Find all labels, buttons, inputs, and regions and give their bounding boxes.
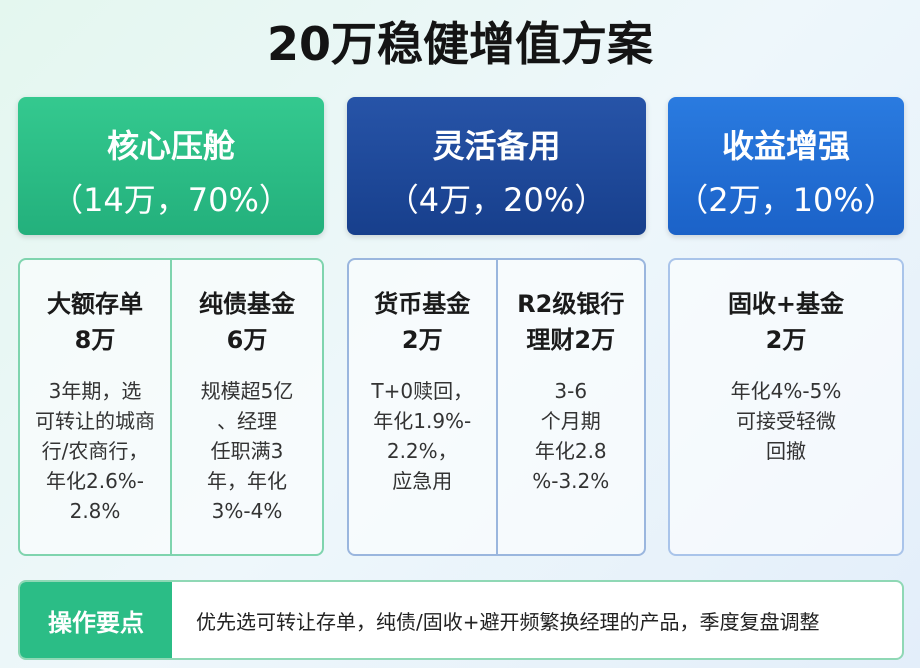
desc-line: 可接受轻微 — [736, 409, 836, 433]
desc-line: 任职满3 — [210, 439, 284, 463]
heading-line: R2级银行 — [517, 290, 625, 318]
heading-line: 理财2万 — [526, 326, 616, 354]
item: R2级银行理财2万 3-6 个月期年化2.8 %-3.2% — [495, 260, 645, 554]
desc-line: 3%-4% — [211, 499, 283, 523]
item-desc: 规模超5亿、经理任职满3 年，年化 3%-4% — [172, 376, 322, 526]
item: 大额存单 8万 3年期，选可转让的城商 行/农商行， 年化2.6%- 2.8% — [20, 260, 170, 554]
desc-line: 回撤 — [766, 439, 806, 463]
item-desc: T+0赎回， 年化1.9%- 2.2%， 应急用 — [349, 376, 496, 496]
heading-line: 大额存单 — [47, 290, 143, 318]
heading-line: 货币基金 — [374, 290, 471, 318]
heading-line: 2万 — [401, 326, 443, 354]
group-name: 收益增强 — [721, 127, 850, 165]
desc-line: 2.8% — [69, 499, 121, 523]
group-header: 核心压舱 （14万，70%） — [18, 97, 324, 235]
group-header: 灵活备用 （4万，20%） — [347, 97, 646, 235]
group-share: （14万，70%） — [51, 181, 291, 219]
desc-line: 年化1.9%- — [373, 409, 472, 433]
group-name: 核心压舱 — [106, 127, 235, 165]
desc-line: %-3.2% — [532, 469, 610, 493]
item-desc: 3-6 个月期年化2.8 %-3.2% — [498, 376, 645, 496]
item: 纯债基金 6万规模超5亿、经理任职满3 年，年化 3%-4% — [170, 260, 322, 554]
desc-line: 可转让的城商 — [35, 409, 155, 433]
group-name: 灵活备用 — [432, 127, 561, 165]
desc-line: 规模超5亿 — [200, 379, 294, 403]
desc-line: 年化2.8 — [534, 439, 607, 463]
item-heading: 固收+基金 2万 — [670, 286, 902, 358]
tips-bar: 操作要点 优先选可转让存单，纯债/固收+避开频繁换经理的产品，季度复盘调整 — [18, 580, 904, 660]
desc-line: 年化4%-5% — [730, 379, 842, 403]
desc-line: 年，年化 — [207, 469, 287, 493]
heading-line: 固收+基金 — [727, 290, 845, 318]
item-heading: 货币基金 2万 — [349, 286, 496, 358]
group-detail: 大额存单 8万 3年期，选可转让的城商 行/农商行， 年化2.6%- 2.8% 纯债基金 6万… — [18, 258, 324, 556]
title: 20万稳健增值方案 — [266, 17, 653, 71]
heading-line: 6万 — [226, 326, 268, 354]
item-heading: 大额存单 8万 — [20, 286, 170, 358]
desc-line: 年化2.6%- — [45, 469, 145, 493]
desc-line: 应急用 — [392, 469, 453, 493]
item-heading: R2级银行理财2万 — [498, 286, 645, 358]
desc-line: 3-6 — [554, 379, 588, 403]
group-header: 收益增强 （2万，10%） — [668, 97, 904, 235]
desc-line: 行/农商行， — [41, 439, 149, 463]
desc-line: T+0赎回， — [371, 379, 474, 403]
item-desc: 3年期，选可转让的城商 行/农商行， 年化2.6%- 2.8% — [20, 376, 170, 526]
item: 货币基金 2万 T+0赎回， 年化1.9%- 2.2%， 应急用 — [349, 260, 496, 554]
group-share: （2万，10%） — [676, 181, 896, 219]
item-desc: 年化4%-5% 可接受轻微回撤 — [670, 376, 902, 466]
desc-line: 3年期，选 — [48, 379, 142, 403]
group-detail: 固收+基金 2万年化4%-5% 可接受轻微回撤 — [668, 258, 904, 556]
heading-line: 8万 — [74, 326, 116, 354]
heading-line: 2万 — [765, 326, 807, 354]
group-share: （4万，20%） — [386, 181, 607, 219]
tips-text: 优先选可转让存单，纯债/固收+避开频繁换经理的产品，季度复盘调整 — [196, 609, 820, 634]
item-heading: 纯债基金 6万 — [172, 286, 322, 358]
group-detail: 货币基金 2万 T+0赎回， 年化1.9%- 2.2%， 应急用 R2级银行理财2万 3-6 个… — [347, 258, 646, 556]
desc-line: 2.2%， — [386, 439, 458, 463]
item: 固收+基金 2万年化4%-5% 可接受轻微回撤 — [670, 260, 902, 554]
heading-line: 纯债基金 — [199, 290, 295, 318]
desc-line: 、经理 — [217, 409, 277, 433]
desc-line: 个月期 — [540, 409, 601, 433]
tips-label: 操作要点 — [20, 582, 172, 658]
